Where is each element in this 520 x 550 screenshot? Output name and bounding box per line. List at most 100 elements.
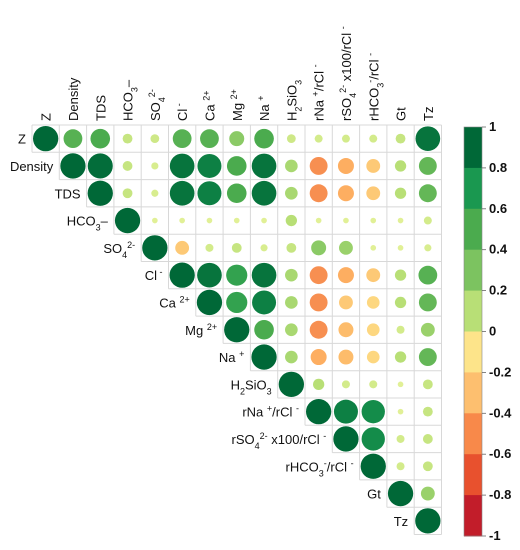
colorbar-tick-label: -0.2 xyxy=(489,364,511,379)
corr-circle-1-11 xyxy=(337,157,354,174)
colorbar-tick-label: 0.4 xyxy=(489,242,508,257)
corr-circle-1-4 xyxy=(151,162,159,170)
corr-circle-0-14 xyxy=(415,126,441,151)
corr-circle-9-11 xyxy=(341,380,350,389)
corr-circle-0-10 xyxy=(314,134,323,143)
corr-circle-14-14 xyxy=(415,508,441,534)
corr-circle-3-3 xyxy=(114,207,141,234)
colorbar-tick-label: 0 xyxy=(489,324,496,339)
corr-circle-13-14 xyxy=(420,486,435,501)
corr-circle-1-13 xyxy=(394,160,407,172)
corr-circle-1-12 xyxy=(366,159,381,173)
colorbar-band-1 xyxy=(464,167,482,210)
corr-circle-4-8 xyxy=(260,244,268,252)
corr-circle-10-10 xyxy=(306,399,332,425)
corr-circle-2-13 xyxy=(394,187,407,199)
corr-circle-2-10 xyxy=(309,184,328,203)
corr-circle-12-13 xyxy=(396,462,405,471)
corr-circle-5-10 xyxy=(309,266,328,285)
corr-circle-5-6 xyxy=(197,262,222,288)
column-label-12: rHCO3-/rCl - xyxy=(365,53,385,121)
colorbar-band-6 xyxy=(464,372,482,414)
corr-circle-10-11 xyxy=(333,399,358,424)
corr-circle-2-5 xyxy=(169,180,195,206)
corr-circle-7-14 xyxy=(420,322,435,337)
variable-labels: ZZDensityDensityTDSTDSHCO3–HCO3–SO42-SO4… xyxy=(10,26,436,529)
corr-circle-3-13 xyxy=(397,217,404,224)
column-label-6: Ca 2+ xyxy=(201,91,217,122)
column-label-13: Gt xyxy=(394,107,409,121)
corr-circle-2-7 xyxy=(226,183,247,204)
corr-circle-6-7 xyxy=(226,291,248,314)
colorbar: 1 0.8 0.6 0.4 0.2 0 -0.2 -0.4 -0.6 -0.8 -1 xyxy=(463,119,512,543)
corr-circle-6-8 xyxy=(252,290,277,315)
column-label-9: H2SiO3 xyxy=(284,80,303,121)
column-label-2: TDS xyxy=(93,95,108,121)
corr-circle-1-6 xyxy=(197,153,222,178)
corr-circle-7-12 xyxy=(366,323,380,337)
column-label-4: SO42- xyxy=(147,89,167,121)
corr-circle-5-5 xyxy=(169,262,195,288)
corr-circle-3-10 xyxy=(315,217,322,224)
colorbar-tick-label: 0.8 xyxy=(489,160,507,175)
corr-circle-7-7 xyxy=(224,317,250,343)
corr-circle-11-14 xyxy=(422,434,433,444)
corr-circle-10-13 xyxy=(397,408,404,415)
corr-circle-3-14 xyxy=(423,216,432,225)
corr-circle-3-5 xyxy=(179,217,185,224)
corr-circle-7-8 xyxy=(254,319,274,340)
corr-circle-6-13 xyxy=(394,296,407,309)
colorbar-tick-label: -0.4 xyxy=(489,405,512,420)
corr-circle-8-10 xyxy=(310,349,327,366)
row-label-5: Cl - xyxy=(145,267,163,283)
corr-circle-8-13 xyxy=(394,351,407,363)
corr-circle-6-11 xyxy=(339,295,353,310)
colorbar-band-8 xyxy=(464,454,482,496)
corr-circle-0-4 xyxy=(150,134,160,144)
row-label-0: Z xyxy=(18,132,26,147)
colorbar-band-7 xyxy=(464,413,482,455)
corr-circle-11-12 xyxy=(361,427,385,451)
corr-circle-9-14 xyxy=(422,379,433,390)
column-label-10: rNa +/rCl - xyxy=(311,64,327,121)
row-label-12: rHCO3-/rCl - xyxy=(286,458,354,478)
corr-circle-3-12 xyxy=(370,217,377,224)
corr-circle-0-11 xyxy=(341,134,350,143)
corr-circle-4-10 xyxy=(311,240,327,256)
corr-circle-4-12 xyxy=(370,245,377,251)
corr-circle-0-7 xyxy=(229,131,245,147)
column-label-11: rSO42- x100/rCl - xyxy=(338,26,358,121)
corr-circle-7-9 xyxy=(285,323,298,337)
row-label-6: Ca 2+ xyxy=(159,294,190,310)
corr-circle-5-8 xyxy=(251,262,277,288)
colorbar-band-9 xyxy=(464,495,482,537)
corr-circle-5-11 xyxy=(337,267,354,284)
corr-circle-1-1 xyxy=(60,153,86,179)
corr-circle-0-2 xyxy=(90,128,111,149)
colorbar-band-0 xyxy=(464,127,482,169)
corr-circle-1-3 xyxy=(122,161,133,171)
corr-circle-1-10 xyxy=(309,157,328,175)
corr-circle-11-11 xyxy=(333,426,359,452)
corr-circle-1-2 xyxy=(87,153,113,179)
corr-circle-4-11 xyxy=(339,240,353,255)
row-label-2: TDS xyxy=(55,186,81,201)
colorbar-tick-label: 0.2 xyxy=(489,283,507,298)
colorbar-band-4 xyxy=(464,290,482,332)
row-label-7: Mg 2+ xyxy=(185,322,217,338)
corr-circle-6-14 xyxy=(418,293,437,312)
corr-circle-0-6 xyxy=(200,129,219,149)
corr-circle-0-13 xyxy=(395,133,406,144)
corr-circle-4-9 xyxy=(286,242,297,253)
row-label-10: rNa +/rCl - xyxy=(242,404,299,420)
corr-circle-4-7 xyxy=(231,242,242,253)
colorbar-band-3 xyxy=(464,249,482,292)
corr-circle-0-8 xyxy=(254,128,274,149)
column-label-0: Z xyxy=(39,113,54,121)
corr-circle-8-11 xyxy=(338,349,354,365)
row-label-8: Na + xyxy=(219,349,245,365)
corr-circle-7-11 xyxy=(338,322,354,338)
colorbar-tick-label: -0.6 xyxy=(489,446,511,461)
corr-circle-12-14 xyxy=(422,461,433,472)
row-label-9: H2SiO3 xyxy=(231,377,272,396)
